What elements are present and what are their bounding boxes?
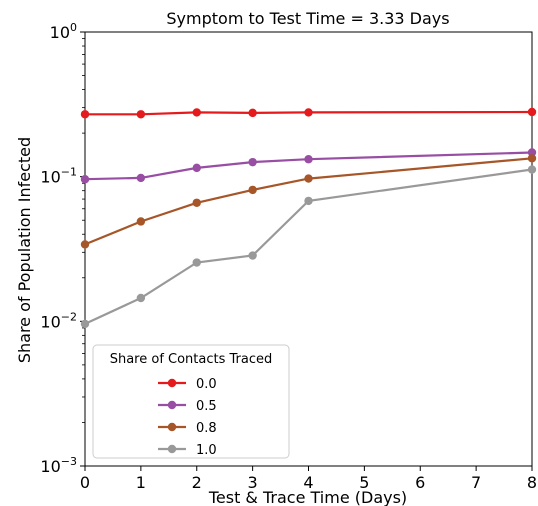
x-tick-label: 2 xyxy=(192,473,202,492)
data-point xyxy=(304,155,312,163)
data-point xyxy=(193,108,201,116)
x-tick-label: 5 xyxy=(359,473,369,492)
legend: Share of Contacts Traced 0.0 0.5 0.8 1.0 xyxy=(93,345,289,458)
legend-marker xyxy=(168,401,176,409)
x-tick-label: 3 xyxy=(248,473,258,492)
y-tick-label: 10−1 xyxy=(40,166,77,187)
legend-title: Share of Contacts Traced xyxy=(110,352,273,367)
data-point xyxy=(81,110,89,118)
data-point xyxy=(248,251,256,259)
data-point xyxy=(304,197,312,205)
x-tick-label: 4 xyxy=(303,473,313,492)
x-tick-label: 8 xyxy=(527,473,537,492)
legend-label: 0.0 xyxy=(196,377,217,392)
data-point xyxy=(248,186,256,194)
data-point xyxy=(304,108,312,116)
data-point xyxy=(304,174,312,182)
data-point xyxy=(81,175,89,183)
legend-marker xyxy=(168,423,176,431)
series-line xyxy=(85,170,532,324)
data-point xyxy=(137,174,145,182)
data-point xyxy=(193,258,201,266)
data-point xyxy=(81,240,89,248)
legend-label: 0.5 xyxy=(196,399,217,414)
data-point xyxy=(528,154,536,162)
data-point xyxy=(137,110,145,118)
data-point xyxy=(248,109,256,117)
data-point xyxy=(248,158,256,166)
x-tick-label: 7 xyxy=(471,473,481,492)
legend-label: 1.0 xyxy=(196,443,217,458)
x-tick-label: 0 xyxy=(80,473,90,492)
legend-marker xyxy=(168,379,176,387)
series-layer xyxy=(81,108,536,328)
data-point xyxy=(528,165,536,173)
x-tick-label: 6 xyxy=(415,473,425,492)
data-point xyxy=(528,108,536,116)
legend-marker xyxy=(168,445,176,453)
data-point xyxy=(81,320,89,328)
legend-label: 0.8 xyxy=(196,421,217,436)
y-tick-label: 10−3 xyxy=(40,455,77,476)
x-tick-label: 1 xyxy=(136,473,146,492)
data-point xyxy=(193,199,201,207)
data-point xyxy=(193,164,201,172)
y-tick-label: 10−2 xyxy=(40,310,77,331)
y-axis-label: Share of Population Infected xyxy=(15,137,34,363)
data-point xyxy=(137,217,145,225)
data-point xyxy=(137,294,145,302)
chart-title: Symptom to Test Time = 3.33 Days xyxy=(166,9,449,28)
y-tick-label: 100 xyxy=(50,21,77,42)
